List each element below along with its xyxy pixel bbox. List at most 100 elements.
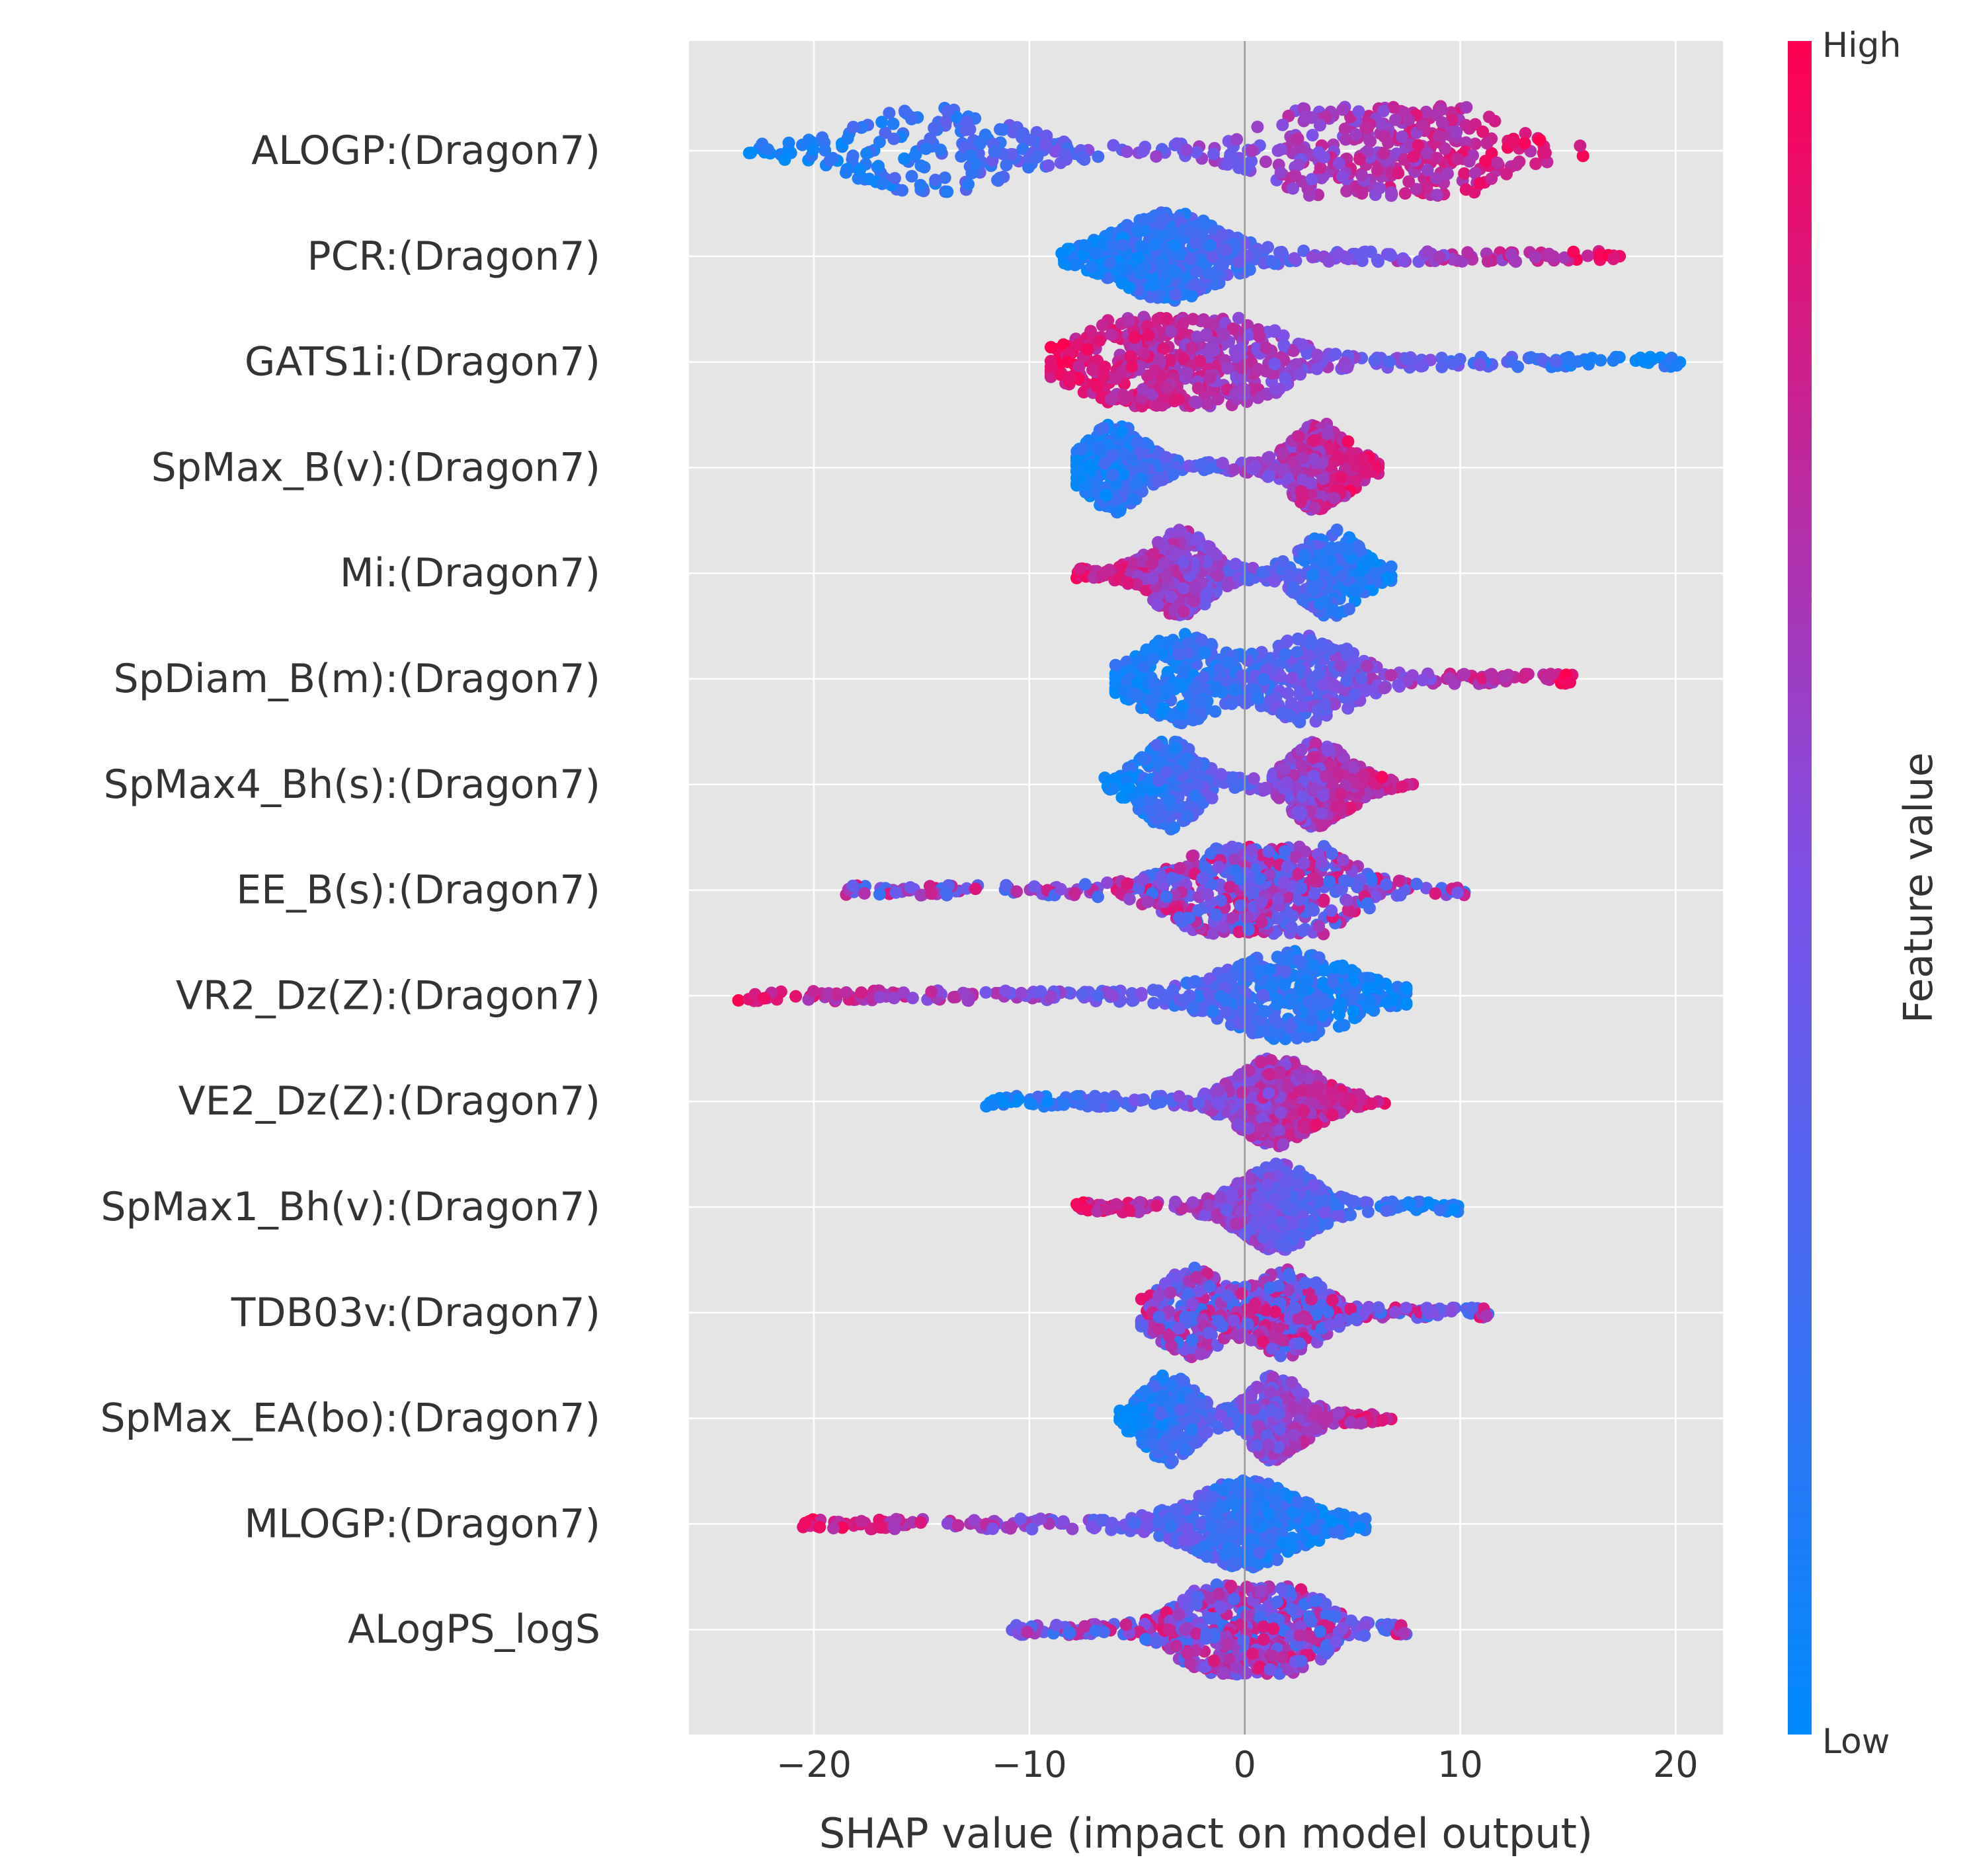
shap-point <box>1310 348 1324 362</box>
shap-point <box>1332 157 1345 170</box>
shap-point <box>1150 150 1163 163</box>
shap-point <box>1215 767 1228 781</box>
shap-point <box>1145 557 1158 570</box>
shap-point <box>1507 136 1520 149</box>
shap-point <box>1248 461 1262 473</box>
shap-point <box>1441 167 1454 180</box>
shap-point <box>1097 238 1110 251</box>
shap-point <box>1138 660 1151 674</box>
shap-point <box>1468 137 1482 151</box>
shap-point <box>1371 164 1384 177</box>
shap-point <box>1191 535 1204 548</box>
shap-point <box>758 992 771 1005</box>
shap-point <box>1361 466 1375 479</box>
shap-point <box>1451 886 1464 900</box>
shap-point <box>1121 781 1135 795</box>
shap-point <box>1096 569 1109 582</box>
shap-point <box>905 170 918 183</box>
shap-point <box>928 122 941 135</box>
shap-point <box>1336 170 1349 183</box>
shap-point <box>1216 457 1229 470</box>
shap-point <box>1321 427 1334 440</box>
shap-point <box>1177 606 1190 618</box>
shap-point <box>1468 167 1482 180</box>
shap-point <box>1378 130 1391 143</box>
shap-point <box>1392 875 1406 888</box>
shap-point <box>1201 888 1215 901</box>
shap-point <box>1269 383 1282 396</box>
shap-point <box>1316 789 1330 802</box>
shap-point <box>1355 576 1367 589</box>
shap-point <box>1519 127 1532 140</box>
shap-point <box>1380 878 1393 891</box>
shap-point <box>1031 151 1044 164</box>
shap-point <box>1105 328 1118 341</box>
shap-point <box>1202 266 1215 280</box>
shap-point <box>1544 668 1557 681</box>
shap-point <box>1283 569 1296 582</box>
shap-point <box>940 886 953 899</box>
shap-point <box>1301 182 1314 196</box>
shap-point <box>1078 153 1091 166</box>
shap-point <box>1258 782 1271 795</box>
shap-point <box>1433 130 1446 142</box>
shap-point <box>1168 821 1181 834</box>
shap-point <box>1254 872 1267 885</box>
shap-point <box>1251 120 1264 134</box>
shap-point <box>1294 368 1307 381</box>
shap-point <box>1347 1005 1360 1018</box>
shap-point <box>1086 364 1099 377</box>
shap-point <box>1474 358 1486 371</box>
shap-point <box>1303 650 1316 663</box>
shap-point <box>1481 254 1494 268</box>
shap-point <box>1561 351 1574 364</box>
shap-point <box>1176 664 1189 677</box>
shap-point <box>1416 118 1429 132</box>
shap-point <box>1396 130 1408 143</box>
shap-point <box>1543 247 1556 260</box>
shap-point <box>1027 880 1041 893</box>
shap-point <box>1336 569 1349 582</box>
shap-point <box>1189 789 1202 802</box>
shap-point <box>1076 988 1089 1001</box>
shap-point <box>1320 770 1333 783</box>
shap-point <box>1334 787 1347 801</box>
shap-point <box>1123 315 1136 328</box>
shap-point <box>1160 312 1173 325</box>
shap-point <box>1473 176 1486 190</box>
shap-point <box>1123 281 1136 294</box>
shap-point <box>1097 370 1110 383</box>
shap-point <box>1185 849 1199 863</box>
shap-point <box>1276 447 1289 460</box>
shap-point <box>1131 251 1144 264</box>
shap-point <box>1230 133 1244 146</box>
shap-point <box>1308 751 1321 764</box>
shap-point <box>1135 214 1148 227</box>
shap-point <box>1361 554 1374 567</box>
shap-point <box>1240 911 1254 924</box>
shap-point <box>1308 887 1321 900</box>
shap-point <box>1290 358 1303 371</box>
shap-point <box>1318 964 1330 977</box>
shap-point <box>1150 475 1164 488</box>
shap-point <box>1180 143 1193 157</box>
shap-point <box>1330 524 1343 536</box>
shap-point <box>1435 116 1449 129</box>
shap-point <box>1154 871 1168 884</box>
shap-point <box>1227 463 1240 476</box>
shap-point <box>1146 279 1159 292</box>
shap-point <box>1476 125 1490 138</box>
shap-point <box>1421 147 1434 160</box>
shap-point <box>1291 132 1304 145</box>
shap-point <box>1229 557 1242 570</box>
shap-point <box>1215 228 1228 241</box>
shap-point <box>1313 597 1326 610</box>
shap-point <box>1287 182 1299 195</box>
shap-point <box>1061 243 1074 256</box>
shap-point <box>1550 355 1563 368</box>
shap-point <box>1410 877 1423 890</box>
shap-point <box>1459 183 1472 196</box>
shap-point <box>1106 989 1119 1002</box>
shap-point <box>1168 265 1182 278</box>
shap-point <box>1154 230 1168 243</box>
